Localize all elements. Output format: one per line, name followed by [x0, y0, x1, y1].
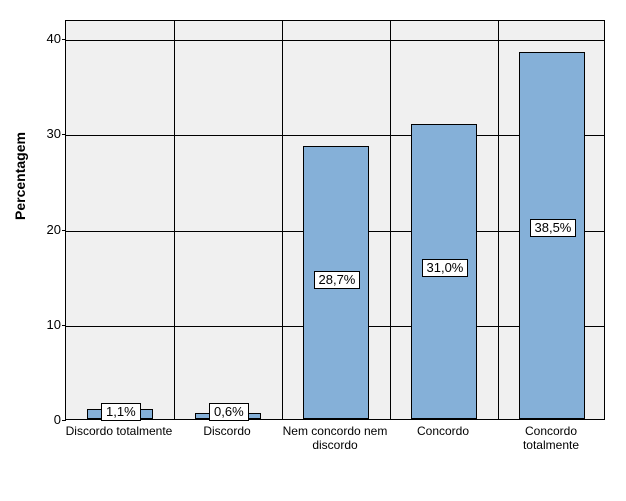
- plot-area: 1,1% 0,6% 28,7% 31,0% 38,5%: [65, 20, 605, 420]
- y-tick-label: 10: [45, 317, 61, 332]
- value-label: 0,6%: [209, 403, 249, 421]
- value-label: 38,5%: [530, 219, 577, 237]
- value-label: 28,7%: [314, 271, 361, 289]
- x-tick-label: Discordo totalmente: [65, 424, 173, 438]
- gridline-h: [66, 40, 604, 41]
- y-tick-mark: [62, 420, 66, 421]
- gridline-v: [282, 21, 283, 419]
- gridline-v: [390, 21, 391, 419]
- gridline-v: [498, 21, 499, 419]
- y-tick-label: 0: [45, 412, 61, 427]
- y-axis-title: Percentagem: [12, 132, 28, 220]
- gridline-v: [174, 21, 175, 419]
- x-tick-label: Concordo totalmente: [497, 424, 605, 452]
- x-tick-label: Concordo: [389, 424, 497, 438]
- y-tick-label: 20: [45, 222, 61, 237]
- y-tick-label: 30: [45, 126, 61, 141]
- value-label: 31,0%: [422, 259, 469, 277]
- value-label: 1,1%: [101, 403, 141, 421]
- y-tick-label: 40: [45, 31, 61, 46]
- x-tick-label: Discordo: [173, 424, 281, 438]
- x-tick-label: Nem concordo nemdiscordo: [281, 424, 389, 452]
- chart-container: Percentagem 0 10 20 30 40 1,1% 0,6% 28,7% 31,0%…: [0, 0, 626, 501]
